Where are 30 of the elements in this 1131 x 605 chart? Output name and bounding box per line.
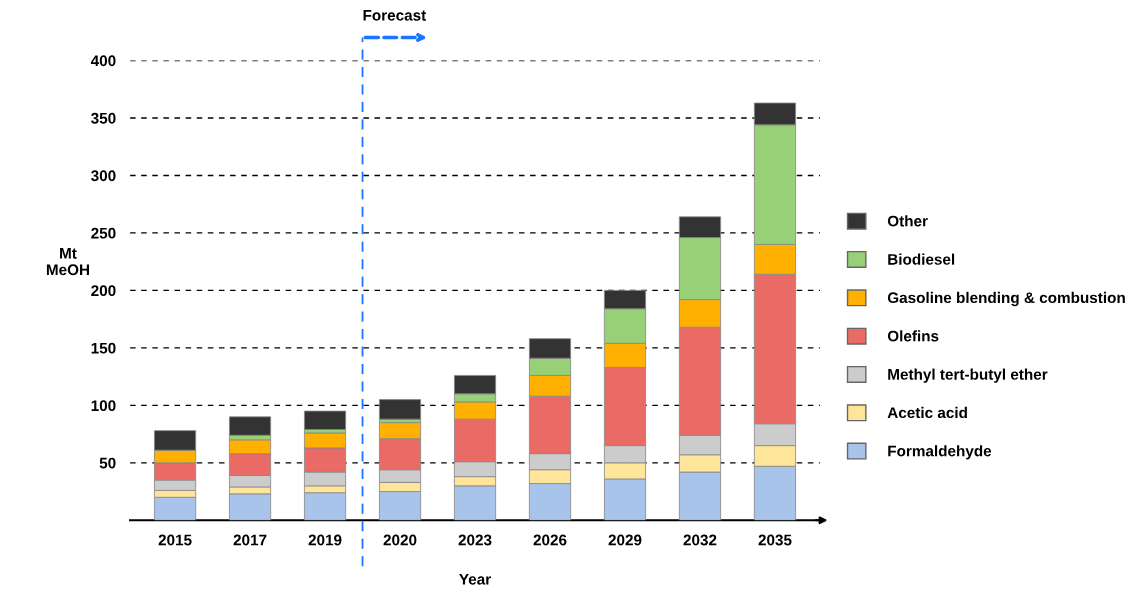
y-tick-label: 250	[91, 227, 116, 239]
x-tick-label: 2026	[533, 534, 567, 546]
x-tick-label: 2020	[383, 534, 417, 546]
text: Forecast	[363, 10, 427, 21]
legend-label: Formaldehyde	[888, 445, 992, 460]
y-tick-label: 50	[99, 457, 116, 469]
legend-label: Other	[887, 215, 928, 227]
y-tick-label: 350	[91, 112, 116, 124]
x-tick-label: 2032	[683, 534, 717, 546]
x-axis-title: Year	[459, 573, 491, 585]
x-tick-label: 2019	[308, 534, 342, 546]
x-tick-label: 2029	[608, 534, 642, 546]
y-tick-label: 100	[91, 400, 116, 412]
y-tick-label: 200	[91, 285, 116, 297]
x-tick-label: 2017	[233, 534, 267, 546]
y-tick-label: 300	[91, 170, 116, 182]
bar	[378, 399, 422, 420]
x-tick-label: 2015	[158, 534, 192, 546]
legend-label: Methyl tert-butyl ether	[888, 368, 1048, 383]
y-tick-label: 150	[91, 342, 116, 354]
legend-label: Biodiesel	[888, 253, 955, 265]
y-tick-label: 400	[90, 55, 116, 67]
x-tick-label: 2035	[758, 534, 792, 546]
x-tick-label: 2023	[458, 534, 492, 546]
legend-label: Olefins	[887, 330, 939, 342]
y-axis-title: Mt MeOH	[46, 248, 90, 276]
bar	[229, 416, 272, 436]
legend-label: Acetic acid	[887, 406, 967, 419]
bar	[304, 410, 347, 430]
legend-label: Gasoline blending & combustion	[887, 291, 1125, 307]
